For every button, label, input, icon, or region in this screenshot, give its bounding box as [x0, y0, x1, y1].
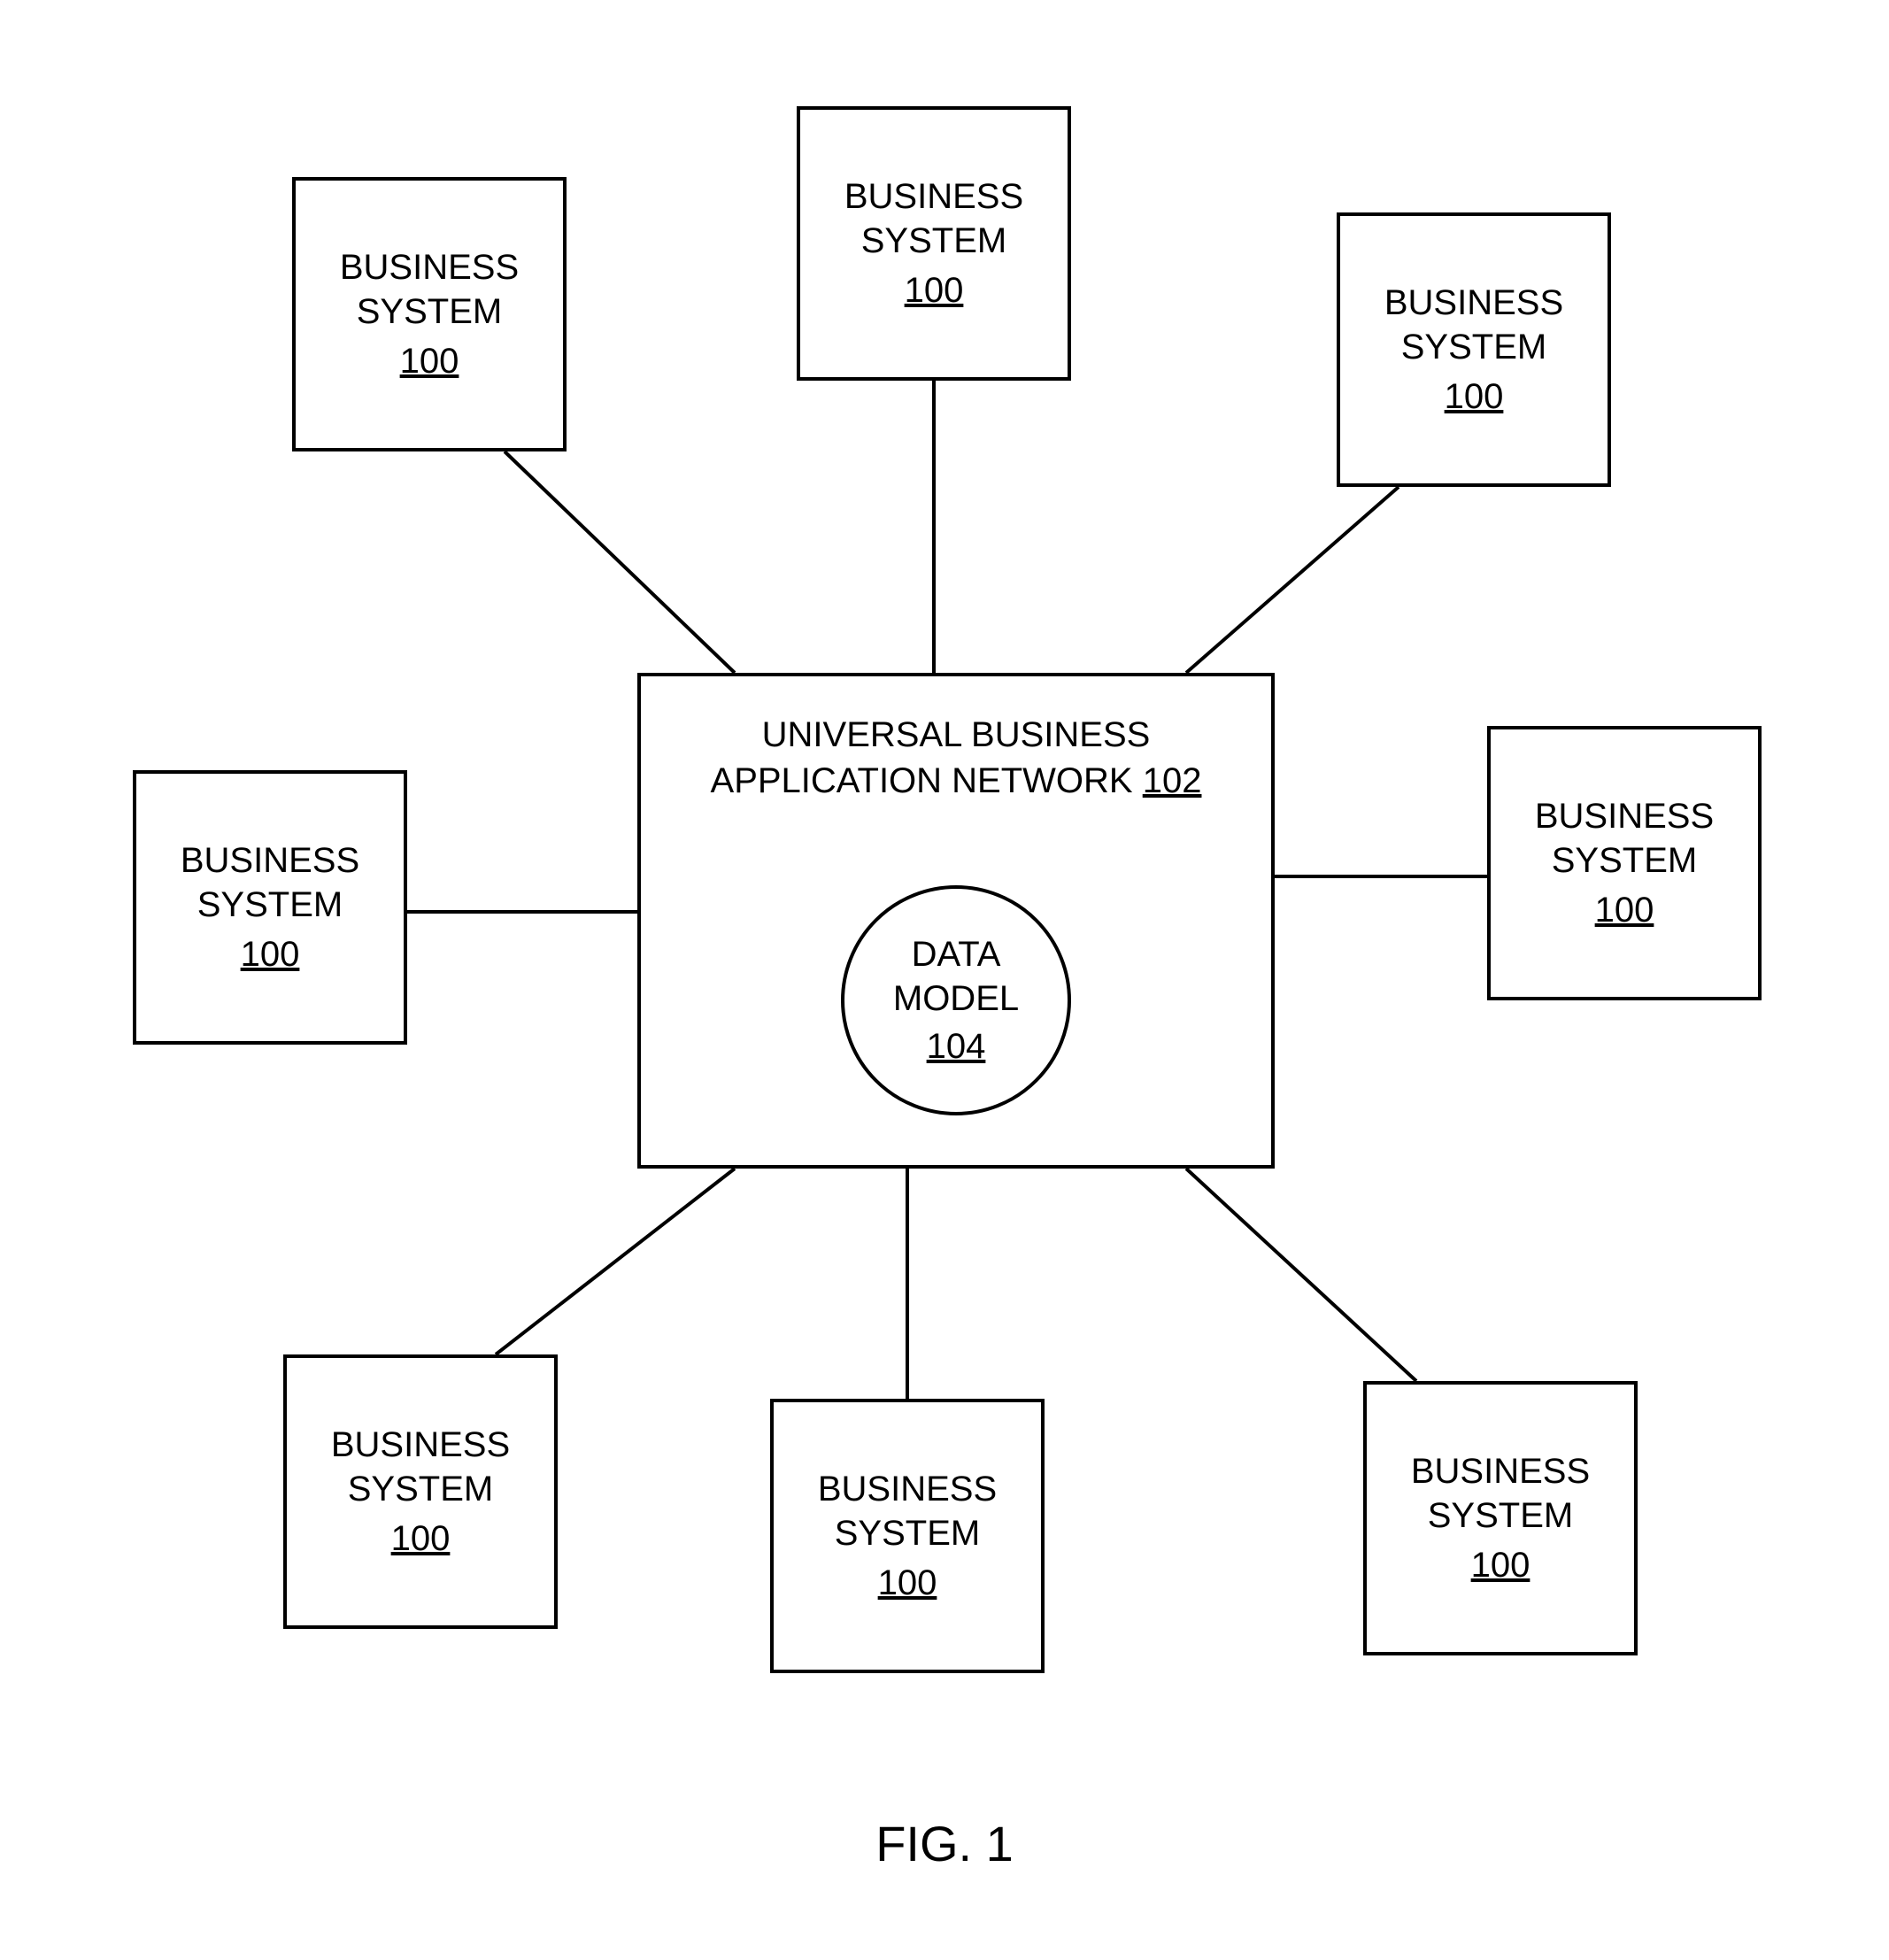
center-node-ref: 102: [1143, 761, 1202, 800]
figure-label-text: FIG. 1: [875, 1816, 1014, 1871]
business-system-node: BUSINESSSYSTEM 100: [133, 770, 407, 1045]
node-line2: SYSTEM: [1401, 325, 1546, 369]
node-ref: 100: [1595, 888, 1654, 932]
business-system-node: BUSINESSSYSTEM 100: [1337, 212, 1611, 487]
diagram-canvas: UNIVERSAL BUSINESS APPLICATION NETWORK 1…: [0, 0, 1889, 1960]
business-system-node: BUSINESSSYSTEM 100: [283, 1354, 558, 1629]
node-line1: BUSINESS: [818, 1467, 997, 1511]
node-line1: BUSINESS: [1384, 281, 1563, 325]
data-model-circle: DATA MODEL 104: [841, 885, 1071, 1115]
node-ref: 100: [1471, 1543, 1530, 1587]
node-line2: SYSTEM: [861, 219, 1006, 263]
node-ref: 100: [400, 339, 459, 383]
node-line2: SYSTEM: [357, 289, 502, 334]
node-ref: 100: [905, 268, 964, 313]
node-line1: BUSINESS: [844, 174, 1023, 219]
business-system-node: BUSINESSSYSTEM 100: [1487, 726, 1762, 1000]
edge-line: [1186, 487, 1399, 673]
business-system-node: BUSINESSSYSTEM 100: [797, 106, 1071, 381]
edge-line: [505, 451, 735, 673]
business-system-node: BUSINESSSYSTEM 100: [770, 1399, 1045, 1673]
data-model-line2: MODEL: [893, 976, 1019, 1021]
node-line2: SYSTEM: [1428, 1493, 1573, 1538]
node-line1: BUSINESS: [340, 245, 519, 289]
node-line1: BUSINESS: [331, 1423, 510, 1467]
data-model-ref: 104: [927, 1024, 986, 1069]
business-system-node: BUSINESSSYSTEM 100: [1363, 1381, 1638, 1655]
node-line2: SYSTEM: [1552, 838, 1697, 883]
center-node-title: UNIVERSAL BUSINESS APPLICATION NETWORK 1…: [711, 712, 1202, 804]
node-ref: 100: [241, 932, 300, 976]
business-system-node: BUSINESSSYSTEM 100: [292, 177, 567, 451]
node-line2: SYSTEM: [835, 1511, 980, 1555]
node-line1: BUSINESS: [181, 838, 359, 883]
node-ref: 100: [391, 1516, 451, 1561]
figure-label: FIG. 1: [0, 1815, 1889, 1872]
center-title-line1: UNIVERSAL BUSINESS: [762, 715, 1151, 754]
data-model-line1: DATA: [912, 932, 1001, 976]
node-line1: BUSINESS: [1535, 794, 1714, 838]
edge-line: [1186, 1169, 1416, 1381]
node-line2: SYSTEM: [348, 1467, 493, 1511]
node-ref: 100: [878, 1561, 937, 1605]
node-line1: BUSINESS: [1411, 1449, 1590, 1493]
node-ref: 100: [1445, 374, 1504, 419]
edge-line: [496, 1169, 735, 1354]
center-title-line2-prefix: APPLICATION NETWORK: [711, 761, 1143, 800]
node-line2: SYSTEM: [197, 883, 343, 927]
